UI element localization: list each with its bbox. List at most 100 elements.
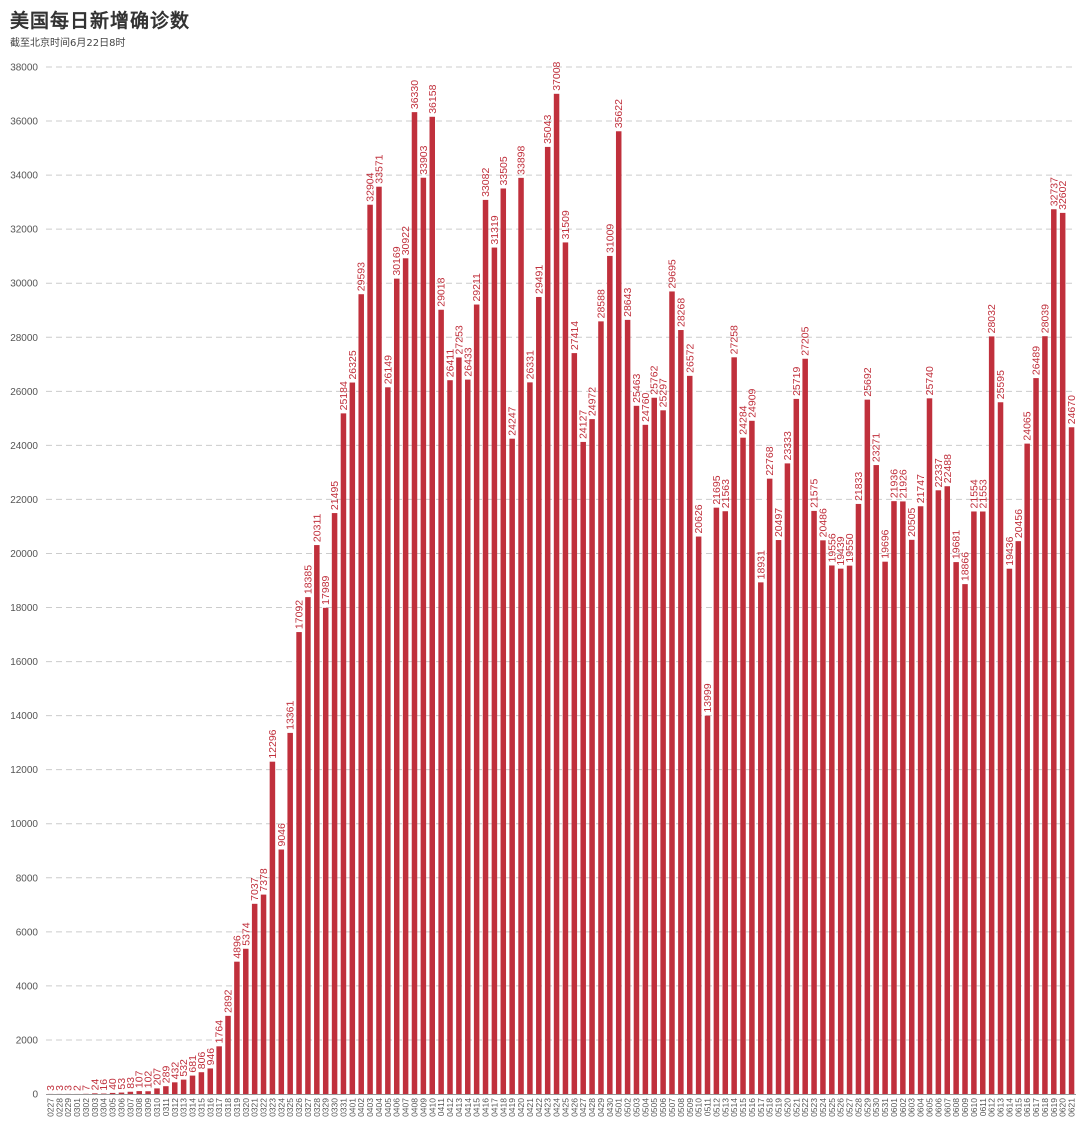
bar-value-label: 16	[98, 1079, 110, 1091]
bar-value-label: 17989	[320, 575, 332, 604]
x-tick-label: 0306	[116, 1098, 126, 1117]
bar-value-label: 289	[160, 1066, 172, 1084]
x-tick-label: 0413	[454, 1098, 464, 1117]
bar	[269, 761, 276, 1094]
bar	[873, 465, 879, 1094]
bar-value-label: 24972	[587, 387, 599, 416]
bar	[198, 1072, 205, 1094]
bar-value-label: 13361	[285, 701, 297, 730]
bar	[234, 961, 240, 1094]
x-tick-label: 0527	[845, 1098, 855, 1117]
x-tick-label: 0604	[916, 1098, 926, 1117]
bar	[225, 1015, 231, 1094]
bar-value-label: 2	[72, 1085, 84, 1091]
bar-value-label: 18866	[960, 552, 972, 581]
x-tick-label: 0307	[125, 1098, 135, 1117]
bar	[1059, 212, 1066, 1094]
bar	[109, 1092, 116, 1094]
x-tick-label: 0321	[250, 1098, 260, 1117]
x-tick-label: 0615	[1013, 1098, 1023, 1117]
bar	[651, 397, 657, 1094]
y-tick-label: 16000	[10, 657, 38, 668]
bar	[740, 437, 746, 1094]
bar	[331, 513, 338, 1094]
x-tick-label: 0612	[987, 1098, 997, 1117]
bar	[607, 255, 613, 1094]
bar-value-label: 19436	[1004, 536, 1016, 565]
bar-value-label: 3	[54, 1085, 66, 1091]
bar	[500, 188, 507, 1095]
x-tick-label: 0308	[134, 1098, 144, 1117]
x-tick-label: 0309	[143, 1098, 153, 1117]
bar-value-label: 12296	[267, 729, 279, 758]
bar-value-label: 26149	[382, 355, 394, 384]
bar	[988, 336, 995, 1094]
bar-value-label: 27258	[729, 325, 741, 354]
bar-value-label: 35043	[542, 115, 554, 144]
bar-value-label: 29491	[533, 265, 545, 294]
bar	[322, 607, 329, 1094]
x-tick-label: 0425	[560, 1098, 570, 1117]
bar-value-label: 21495	[329, 481, 341, 510]
bar-value-label: 2892	[223, 989, 235, 1013]
bar-value-label: 25719	[791, 367, 803, 396]
bar	[207, 1068, 214, 1094]
x-tick-label: 0404	[374, 1098, 384, 1117]
bar-value-label: 25740	[924, 366, 936, 395]
bar-value-label: 24670	[1066, 395, 1078, 424]
bar	[615, 131, 622, 1095]
bar	[145, 1091, 151, 1094]
bar	[784, 463, 791, 1094]
bar	[811, 510, 817, 1094]
bar	[775, 540, 782, 1094]
x-tick-label: 0513	[720, 1098, 730, 1117]
bar	[296, 632, 302, 1094]
bar	[402, 258, 409, 1095]
bar-value-label: 31319	[489, 215, 501, 244]
bar	[171, 1082, 178, 1094]
bar	[340, 413, 347, 1094]
x-tick-label: 0303	[90, 1098, 100, 1117]
bar-value-label: 28039	[1039, 304, 1051, 333]
y-tick-label: 0	[32, 1090, 38, 1101]
x-tick-label: 0305	[108, 1098, 118, 1117]
x-tick-label: 0325	[285, 1098, 295, 1117]
x-tick-label: 0304	[99, 1098, 109, 1117]
x-tick-label: 0508	[676, 1098, 686, 1117]
bar-value-label: 36330	[409, 80, 421, 109]
x-tick-label: 0502	[623, 1098, 633, 1117]
x-tick-label: 0616	[1022, 1098, 1032, 1117]
x-tick-label: 0525	[827, 1098, 837, 1117]
bar-value-label: 24909	[746, 388, 758, 417]
bar-value-label: 22337	[933, 458, 945, 487]
bar-value-label: 30169	[391, 246, 403, 275]
bar-value-label: 37008	[551, 61, 563, 90]
bar	[1015, 541, 1022, 1094]
bar-value-label: 24760	[640, 392, 652, 421]
bar	[251, 903, 258, 1094]
bar-value-label: 13999	[702, 683, 714, 712]
bar	[527, 382, 533, 1094]
y-tick-label: 22000	[10, 495, 38, 506]
chart-subtitle: 截至北京时间6月22日8时	[10, 38, 126, 49]
y-tick-label: 28000	[10, 333, 38, 344]
bar-value-label: 28268	[675, 298, 687, 327]
x-tick-label: 0528	[853, 1098, 863, 1117]
bar	[154, 1088, 160, 1094]
x-tick-label: 0418	[498, 1098, 508, 1117]
y-tick-label: 12000	[10, 765, 38, 776]
bar-value-label: 21563	[720, 479, 732, 508]
x-tick-label: 0417	[489, 1098, 499, 1117]
bar	[997, 402, 1004, 1094]
bar-value-label: 7037	[249, 877, 261, 901]
x-tick-label: 0302	[81, 1098, 91, 1117]
bar	[411, 112, 418, 1094]
bar	[935, 490, 942, 1094]
bar	[571, 353, 578, 1094]
bar-value-label: 681	[187, 1055, 199, 1073]
x-tick-label: 0401	[347, 1098, 357, 1117]
x-tick-label: 0414	[463, 1098, 473, 1117]
bar	[793, 398, 800, 1095]
bar-value-label: 29695	[666, 259, 678, 288]
bar	[429, 116, 436, 1094]
